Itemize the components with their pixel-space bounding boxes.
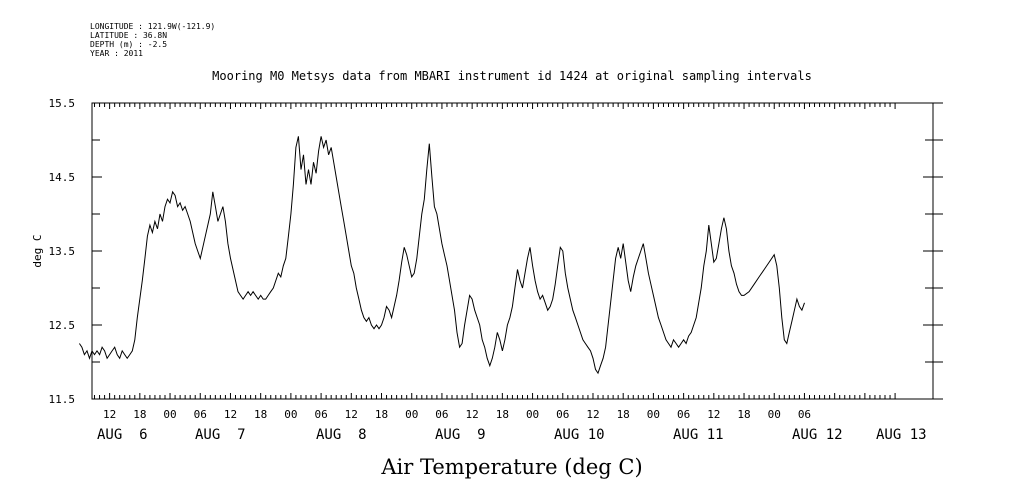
day-label: AUG 11 bbox=[673, 427, 724, 443]
x-tick-label: 00 bbox=[284, 408, 297, 421]
x-tick-label: 06 bbox=[435, 408, 448, 421]
day-label: AUG 7 bbox=[195, 427, 246, 443]
x-tick-label: 00 bbox=[163, 408, 176, 421]
x-tick-label: 12 bbox=[224, 408, 237, 421]
year-text: YEAR : 2011 bbox=[90, 49, 143, 58]
x-tick-label: 18 bbox=[737, 408, 750, 421]
day-label: AUG 9 bbox=[435, 427, 486, 443]
day-labels: AUG 6 AUG 7 AUG 8 AUG 9 AUG 10 AUG 11 AUG 12 AU… bbox=[97, 427, 927, 443]
x-tick-label: 12 bbox=[466, 408, 479, 421]
y-tick-label: 13.5 bbox=[49, 245, 76, 258]
x-axis-label: Air Temperature (deg C) bbox=[380, 455, 642, 479]
day-label: AUG 12 bbox=[792, 427, 843, 443]
series-line bbox=[78, 136, 805, 375]
day-label: AUG 13 bbox=[876, 427, 927, 443]
y-tick-label: 11.5 bbox=[49, 393, 76, 406]
x-tick-label: 06 bbox=[798, 408, 811, 421]
longitude-text: LONGITUDE : 121.9W(-121.9) bbox=[90, 22, 216, 31]
chart-title: Mooring M0 Metsys data from MBARI instru… bbox=[212, 69, 812, 83]
latitude-text: LATITUDE : 36.8N bbox=[90, 31, 168, 40]
x-tick-label: 00 bbox=[647, 408, 660, 421]
x-tick-label: 00 bbox=[768, 408, 781, 421]
x-tick-label: 00 bbox=[405, 408, 418, 421]
y-tick-label: 12.5 bbox=[49, 319, 76, 332]
y-tick-label: 15.5 bbox=[49, 97, 76, 110]
x-tick-label: 18 bbox=[254, 408, 267, 421]
day-label: AUG 8 bbox=[316, 427, 367, 443]
x-tick-label: 18 bbox=[375, 408, 388, 421]
x-tick-label: 06 bbox=[556, 408, 569, 421]
y-axis-label: deg C bbox=[31, 234, 44, 267]
metadata-block: LONGITUDE : 121.9W(-121.9) LATITUDE : 36… bbox=[90, 22, 215, 58]
x-tick-label: 06 bbox=[194, 408, 207, 421]
x-axis-ticks: 12 18 00 06 12 18 00 06 12 18 00 06 12 18 00 06 12 18 00 06… bbox=[94, 103, 896, 421]
x-tick-label: 00 bbox=[526, 408, 539, 421]
x-tick-label: 12 bbox=[103, 408, 116, 421]
y-axis-ticks: 11.5 12.5 13.5 14.5 15.5 bbox=[49, 97, 943, 406]
x-tick-label: 18 bbox=[496, 408, 509, 421]
plot-frame bbox=[91, 102, 934, 400]
x-tick-label: 06 bbox=[677, 408, 690, 421]
day-label: AUG 10 bbox=[554, 427, 605, 443]
y-tick-label: 14.5 bbox=[49, 171, 76, 184]
x-tick-label: 12 bbox=[586, 408, 599, 421]
x-tick-label: 18 bbox=[133, 408, 146, 421]
x-tick-label: 12 bbox=[345, 408, 358, 421]
depth-text: DEPTH (m) : -2.5 bbox=[90, 40, 168, 49]
x-tick-label: 12 bbox=[707, 408, 720, 421]
day-label: AUG 6 bbox=[97, 427, 148, 443]
x-tick-label: 06 bbox=[314, 408, 327, 421]
x-tick-label: 18 bbox=[617, 408, 630, 421]
